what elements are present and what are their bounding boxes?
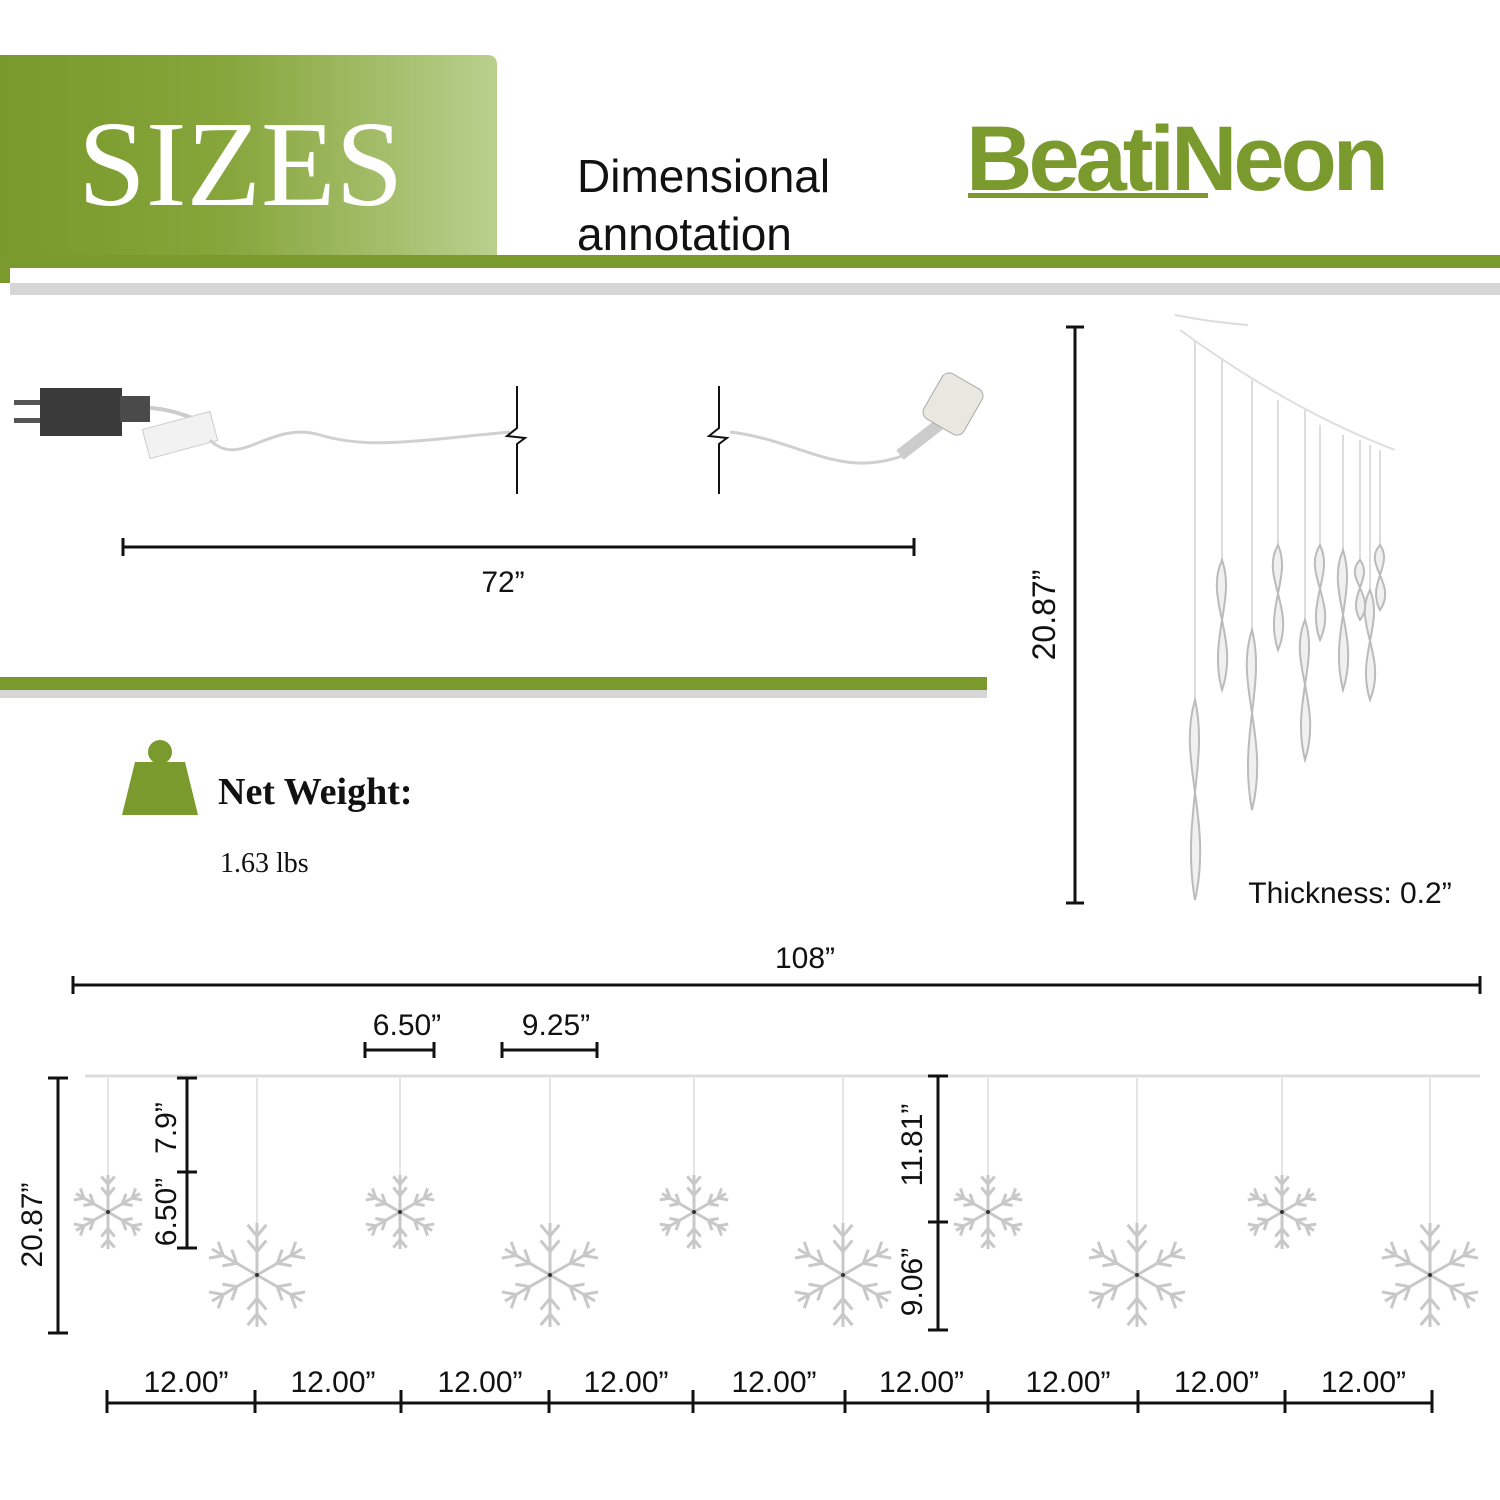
weight-icon — [122, 740, 198, 815]
drop-top: 7.9” — [150, 1102, 183, 1154]
subtitle: annotation — [577, 208, 792, 260]
snowflake-center — [106, 1210, 110, 1214]
segment-label: 12.00” — [143, 1366, 228, 1399]
snowflake-arms — [365, 1175, 435, 1249]
snowflake-center — [255, 1273, 259, 1277]
thickness-label: Thickness: 0.2” — [1248, 877, 1451, 910]
icicle — [1298, 617, 1312, 764]
snowflakes — [73, 1078, 1479, 1327]
snowflake-dimension — [363, 1042, 436, 1058]
snowflake-arms — [1088, 1223, 1186, 1327]
snowflake-center — [986, 1210, 990, 1214]
snowflake-arms — [1381, 1223, 1479, 1327]
snowflake-center — [398, 1210, 402, 1214]
height-dimension — [48, 1076, 68, 1335]
snowflake-arms — [659, 1175, 729, 1249]
snowflake-arms — [73, 1175, 143, 1249]
snowflake-center — [548, 1273, 552, 1277]
snowflake-arms — [208, 1223, 306, 1327]
snowflake-center — [1428, 1273, 1432, 1277]
icicle-height: 20.87” — [1026, 570, 1062, 661]
segment-label: 12.00” — [1025, 1366, 1110, 1399]
cable-length: 72” — [481, 566, 524, 599]
segment-label: 12.00” — [1321, 1366, 1406, 1399]
snowflake — [1381, 1078, 1479, 1327]
icicle — [1363, 587, 1377, 703]
snowflake-width: 6.50” — [373, 1009, 441, 1042]
snowflake-arms — [1247, 1175, 1317, 1249]
snowflake — [794, 1078, 892, 1327]
segment-label: 12.00” — [437, 1366, 522, 1399]
cable-illustration — [14, 372, 984, 494]
icicle-illustration — [1174, 314, 1396, 901]
icicle — [1336, 547, 1350, 694]
section-rule — [0, 677, 987, 690]
snowflake — [659, 1078, 729, 1249]
long-drop-dimension — [928, 1074, 948, 1332]
icicle — [1245, 626, 1259, 811]
width-dimension — [71, 976, 1482, 994]
header-rule-left — [0, 255, 10, 283]
subtitle: Dimensional — [577, 150, 830, 202]
icicle — [1313, 542, 1327, 643]
drop-long: 11.81” — [896, 1104, 929, 1187]
weight-value: 1.63 lbs — [220, 848, 309, 879]
icicle-dimension — [1066, 325, 1084, 905]
weight-label: Net Weight: — [218, 771, 413, 813]
section-shadow — [0, 690, 987, 698]
snowflake-arms — [794, 1223, 892, 1327]
icicle — [1353, 558, 1367, 622]
brand-underline — [968, 193, 1208, 198]
snowflake — [1088, 1078, 1186, 1327]
drop-bottom: 6.50” — [150, 1178, 183, 1246]
segment-label: 12.00” — [290, 1366, 375, 1399]
icicle — [1271, 542, 1285, 653]
snowflake-center — [841, 1273, 845, 1277]
drop-long-rest: 9.06” — [896, 1248, 929, 1316]
snowflake-center — [692, 1210, 696, 1214]
icicle-wire — [1174, 314, 1396, 451]
snowflake — [73, 1078, 143, 1249]
snowflake-center — [1280, 1210, 1284, 1214]
snowflake-arms — [953, 1175, 1023, 1249]
drop-dimension — [177, 1076, 197, 1250]
snowflake — [1247, 1078, 1317, 1249]
spacing-dimension — [500, 1042, 599, 1058]
segment-label: 12.00” — [879, 1366, 964, 1399]
snowflake-arms — [501, 1223, 599, 1327]
spacing-width: 9.25” — [522, 1009, 590, 1042]
icicle — [1188, 696, 1202, 901]
icicle — [1373, 543, 1387, 612]
segment-label: 12.00” — [731, 1366, 816, 1399]
segment-dimensions: 12.00” 12.00” 12.00” 12.00” 12.00” 12.00” 12.0… — [105, 1366, 1434, 1413]
snowflake — [501, 1078, 599, 1327]
snowflake — [953, 1078, 1023, 1249]
curtain-width: 108” — [775, 942, 835, 975]
cable-dimension — [121, 538, 916, 556]
snowflake — [365, 1078, 435, 1249]
snowflake — [208, 1078, 306, 1327]
header-badge — [0, 55, 497, 255]
segment-label: 12.00” — [1174, 1366, 1259, 1399]
badge-text: SIZES — [78, 97, 403, 232]
header-shadow — [10, 283, 1500, 295]
curtain-height: 20.87” — [16, 1182, 49, 1267]
header-rule — [0, 255, 1500, 268]
snowflake-center — [1135, 1273, 1139, 1277]
icicle — [1215, 557, 1229, 694]
segment-label: 12.00” — [583, 1366, 668, 1399]
